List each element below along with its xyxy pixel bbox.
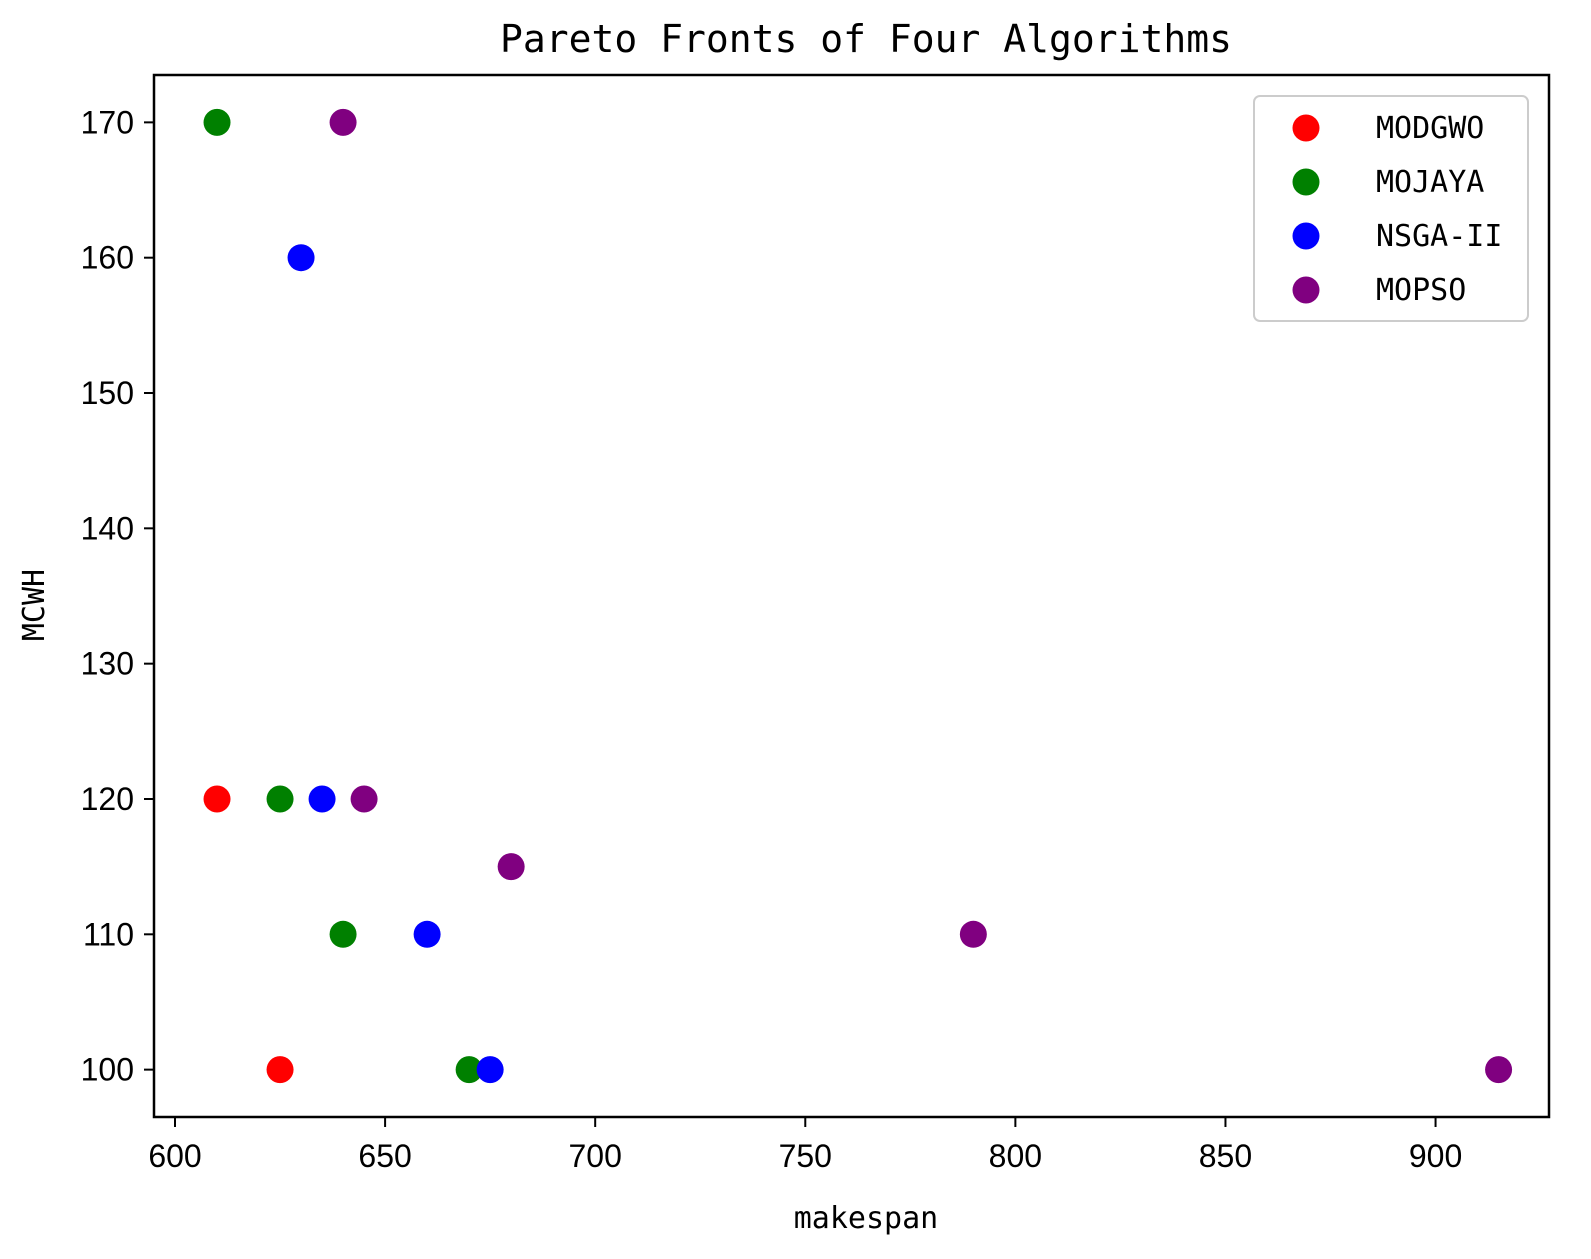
data-point <box>266 1056 294 1084</box>
data-point <box>203 785 231 813</box>
data-point <box>266 785 294 813</box>
data-point <box>476 1056 504 1084</box>
data-point <box>497 853 525 881</box>
legend-marker <box>1292 114 1320 142</box>
data-point <box>203 108 231 136</box>
y-axis-label: MCWH <box>17 569 52 641</box>
y-tick-label: 140 <box>81 510 134 546</box>
legend-label: MOJAYA <box>1376 165 1484 200</box>
legend-label: NSGA-II <box>1376 219 1502 254</box>
x-tick-label: 900 <box>1409 1138 1462 1174</box>
data-point <box>308 785 336 813</box>
legend: MODGWO MOJAYA NSGA-II MOPSO <box>1253 95 1529 322</box>
series-modgwo <box>203 785 294 1084</box>
series-nsga-ii <box>287 244 504 1084</box>
series-mopso <box>329 108 1513 1084</box>
y-tick-label: 120 <box>81 781 134 817</box>
legend-label: MODGWO <box>1376 111 1484 146</box>
x-tick-label: 650 <box>358 1138 411 1174</box>
data-points <box>203 108 1513 1084</box>
y-tick-label: 100 <box>81 1052 134 1088</box>
y-axis-ticks: 100 110 120 130 140 150 160 170 <box>81 104 154 1088</box>
plot-frame <box>152 73 1551 1119</box>
x-tick-label: 800 <box>989 1138 1042 1174</box>
data-point <box>350 785 378 813</box>
data-point <box>959 920 987 948</box>
y-tick-label: 160 <box>81 240 134 276</box>
series-mojaya <box>203 108 483 1084</box>
chart-title: Pareto Fronts of Four Algorithms <box>500 17 1232 61</box>
legend-marker <box>1292 222 1320 250</box>
data-point <box>329 108 357 136</box>
x-axis-ticks: 600 650 700 750 800 850 900 <box>148 1117 1462 1174</box>
y-tick-label: 170 <box>81 104 134 140</box>
data-point <box>1485 1056 1513 1084</box>
legend-marker <box>1292 276 1320 304</box>
x-axis-label: makespan <box>794 1201 939 1236</box>
legend-box <box>1253 95 1529 322</box>
legend-label: MOPSO <box>1376 273 1466 308</box>
data-point <box>455 1056 483 1084</box>
data-point <box>413 920 441 948</box>
data-point <box>329 920 357 948</box>
y-tick-label: 110 <box>83 916 134 952</box>
x-tick-label: 600 <box>148 1138 201 1174</box>
x-tick-label: 850 <box>1199 1138 1252 1174</box>
x-tick-label: 700 <box>568 1138 621 1174</box>
x-tick-label: 750 <box>779 1138 832 1174</box>
plot-area <box>152 73 1551 1119</box>
y-tick-label: 150 <box>81 375 134 411</box>
y-tick-label: 130 <box>81 646 134 682</box>
legend-marker <box>1292 168 1320 196</box>
data-point <box>287 244 315 272</box>
